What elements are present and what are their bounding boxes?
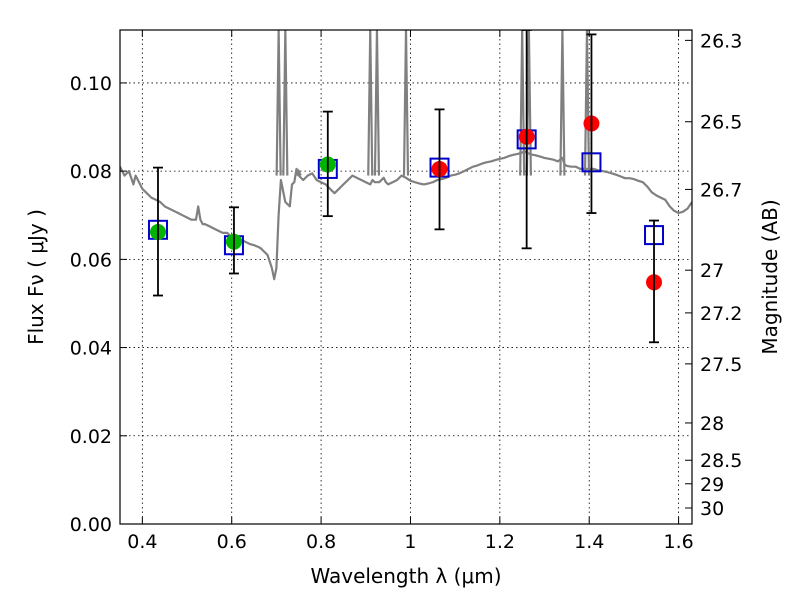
x-tick-label: 1 xyxy=(404,531,416,553)
y2-tick-label: 26.3 xyxy=(700,30,742,52)
y2-tick-label: 28 xyxy=(700,413,724,435)
y-tick-label: 0.08 xyxy=(70,161,112,183)
y2-tick-label: 27.2 xyxy=(700,303,742,325)
y2-axis-label: Magnitude (AB) xyxy=(758,199,782,354)
model-spectrum-line xyxy=(120,150,692,281)
emission-line-spike xyxy=(275,30,282,176)
y-tick-label: 0.00 xyxy=(70,514,112,536)
emission-line-spike xyxy=(367,30,374,176)
x-tick-label: 0.6 xyxy=(217,531,247,553)
y2-tick-label: 28.5 xyxy=(700,450,742,472)
emission-line-spike xyxy=(519,30,526,176)
x-tick-label: 0.8 xyxy=(306,531,336,553)
x-tick-label: 1.4 xyxy=(574,531,604,553)
y-axis-label: Flux Fν ( μJy ) xyxy=(24,209,48,345)
y-tick-label: 0.04 xyxy=(70,338,112,360)
y-tick-label: 0.02 xyxy=(70,426,112,448)
emission-line-spike xyxy=(525,30,532,176)
y2-tick-label: 30 xyxy=(700,498,724,520)
emission-line-spike xyxy=(559,30,566,176)
emission-line-spike xyxy=(402,30,410,176)
y-tick-label: 0.10 xyxy=(70,73,112,95)
x-axis-label: Wavelength λ (μm) xyxy=(310,564,501,588)
y2-tick-label: 27 xyxy=(700,260,724,282)
y-tick-label: 0.06 xyxy=(70,249,112,271)
y2-tick-label: 26.5 xyxy=(700,112,742,134)
axis-ticks: 0.4 0.6 0.8 1 1.2 1.4 1.6 0.00 0.02 0.04 0.06 0.08 0… xyxy=(70,30,742,553)
emission-line-spike xyxy=(295,168,302,177)
y2-tick-label: 26.7 xyxy=(700,179,742,201)
x-tick-label: 0.4 xyxy=(127,531,157,553)
emission-line-spike xyxy=(282,30,289,176)
y2-tick-label: 27.5 xyxy=(700,354,742,376)
y2-tick-label: 29 xyxy=(700,474,724,496)
plot-frame xyxy=(119,29,693,525)
plot-data xyxy=(120,30,692,344)
x-tick-label: 1.2 xyxy=(485,531,515,553)
emission-line-spike xyxy=(373,30,381,176)
x-tick-label: 1.6 xyxy=(663,531,693,553)
